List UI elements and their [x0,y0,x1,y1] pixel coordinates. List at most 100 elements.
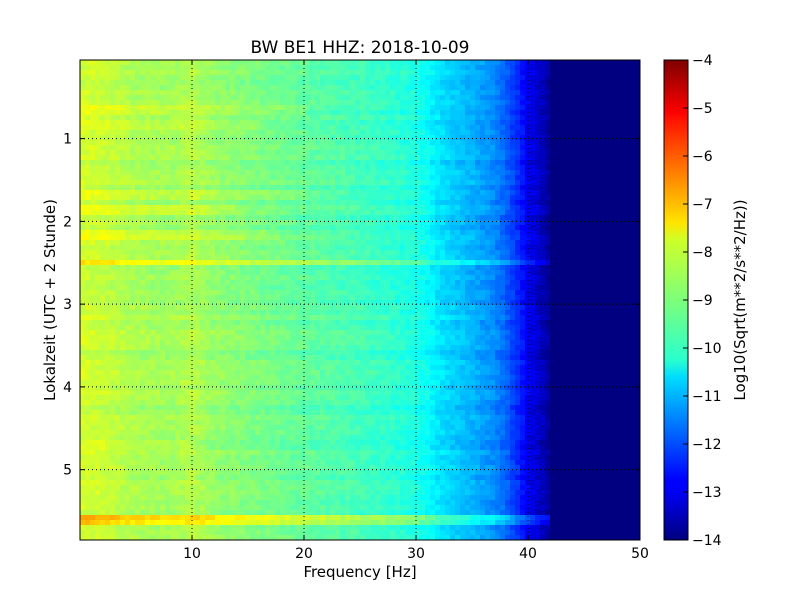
heatmap-cell [180,135,186,141]
heatmap-cell [155,100,161,106]
heatmap-cell [120,140,126,146]
heatmap-cell [290,280,296,286]
heatmap-cell [540,175,546,181]
heatmap-cell [250,260,256,266]
heatmap-cell [345,270,351,276]
heatmap-cell [500,95,506,101]
heatmap-cell [495,120,501,126]
heatmap-cell [495,250,501,256]
heatmap-cell [365,195,371,201]
heatmap-cell [465,140,471,146]
heatmap-cell [585,115,591,121]
heatmap-cell [250,60,256,66]
heatmap-cell [255,90,261,96]
heatmap-cell [360,90,366,96]
heatmap-cell [430,75,436,81]
heatmap-cell [380,125,386,131]
heatmap-cell [460,240,466,246]
heatmap-cell [425,215,431,221]
heatmap-cell [340,150,346,156]
heatmap-cell [315,145,321,151]
heatmap-cell [360,240,366,246]
heatmap-cell [590,110,596,116]
heatmap-cell [415,170,421,176]
heatmap-cell [150,185,156,191]
heatmap-cell [265,260,271,266]
heatmap-cell [325,225,331,231]
heatmap-cell [220,260,226,266]
heatmap-cell [390,115,396,121]
heatmap-cell [445,65,451,71]
heatmap-cell [515,75,521,81]
heatmap-cell [420,160,426,166]
heatmap-cell [185,260,191,266]
heatmap-cell [520,225,526,231]
heatmap-cell [420,225,426,231]
heatmap-cell [390,145,396,151]
heatmap-cell [485,210,491,216]
heatmap-cell [190,265,196,271]
heatmap-cell [140,170,146,176]
heatmap-cell [395,165,401,171]
heatmap-cell [270,240,276,246]
heatmap-cell [295,230,301,236]
heatmap-cell [265,155,271,161]
heatmap-cell [585,270,591,276]
heatmap-cell [580,270,586,276]
heatmap-cell [175,215,181,221]
heatmap-cell [600,170,606,176]
heatmap-cell [465,125,471,131]
heatmap-cell [485,90,491,96]
heatmap-cell [415,100,421,106]
heatmap-cell [475,125,481,131]
heatmap-cell [495,230,501,236]
heatmap-cell [190,160,196,166]
heatmap-cell [505,265,511,271]
heatmap-cell [195,65,201,71]
heatmap-cell [565,70,571,76]
heatmap-cell [190,175,196,181]
heatmap-cell [315,170,321,176]
heatmap-cell [600,180,606,186]
heatmap-cell [290,205,296,211]
heatmap-cell [235,255,241,261]
heatmap-cell [635,250,640,256]
heatmap-cell [615,235,621,241]
heatmap-cell [295,150,301,156]
heatmap-cell [210,270,216,276]
heatmap-cell [280,130,286,136]
heatmap-cell [185,125,191,131]
heatmap-cell [595,90,601,96]
heatmap-cell [480,90,486,96]
heatmap-cell [325,70,331,76]
heatmap-cell [635,85,640,91]
heatmap-cell [600,160,606,166]
heatmap-cell [450,265,456,271]
heatmap-cell [320,140,326,146]
heatmap-cell [475,255,481,261]
heatmap-cell [500,155,506,161]
heatmap-cell [310,135,316,141]
heatmap-cell [505,95,511,101]
heatmap-cell [220,65,226,71]
heatmap-cell [235,220,241,226]
heatmap-cell [465,60,471,66]
heatmap-cell [495,240,501,246]
heatmap-cell [125,75,131,81]
heatmap-cell [320,155,326,161]
heatmap-cell [305,160,311,166]
heatmap-cell [495,100,501,106]
heatmap-cell [380,155,386,161]
heatmap-cell [415,175,421,181]
heatmap-cell [510,185,516,191]
heatmap-cell [630,200,636,206]
heatmap-cell [605,115,611,121]
heatmap-cell [135,170,141,176]
heatmap-cell [215,100,221,106]
heatmap-cell [540,100,546,106]
heatmap-cell [445,240,451,246]
heatmap-cell [110,260,116,266]
heatmap-cell [245,65,251,71]
heatmap-cell [595,200,601,206]
heatmap-cell [130,95,136,101]
